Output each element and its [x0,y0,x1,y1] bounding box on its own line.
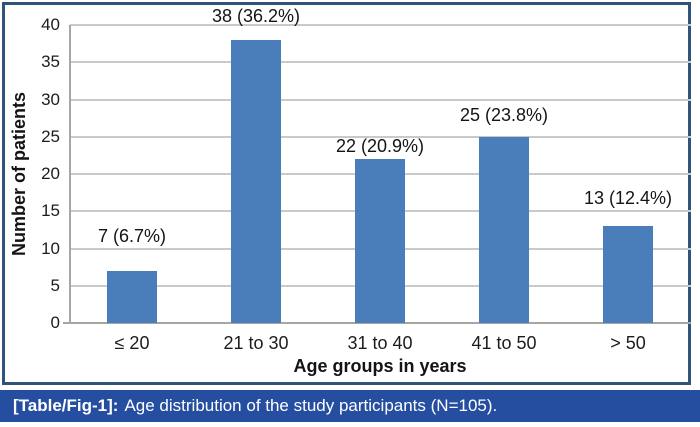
y-tick-label: 0 [50,313,60,332]
bar [355,159,405,323]
gridline [70,24,691,26]
x-axis-line [63,322,691,324]
bar [603,226,653,323]
category-label: > 50 [610,333,646,353]
bar-value-label: 25 (23.8%) [459,105,549,125]
bar-value-label: 38 (36.2%) [211,6,301,26]
y-tick-label: 30 [41,89,60,109]
gridline [70,61,691,64]
caption-label: [Table/Fig-1]: [13,396,119,415]
bar-value-label: 22 (20.9%) [335,136,425,156]
y-tick-label: 15 [41,201,60,221]
category-label: ≤ 20 [114,333,150,353]
caption-text: Age distribution of the study participan… [124,396,498,415]
category-label: 21 to 30 [223,333,289,353]
y-axis-line [69,25,71,323]
bar [479,137,529,323]
y-tick-label: 25 [41,126,60,146]
category-label: 41 to 50 [471,333,537,353]
y-tick-label: 40 [41,15,60,34]
x-axis-title: Age groups in years [293,356,467,376]
gridline [70,98,691,101]
bar-value-label: 7 (6.7%) [97,226,167,246]
bar-value-label: 13 (12.4%) [583,188,673,208]
category-label: 31 to 40 [347,333,413,353]
y-tick-label: 5 [50,275,60,295]
y-tick-label: 20 [41,164,60,183]
y-tick-label: 10 [41,238,60,258]
y-tick-label: 35 [41,52,60,72]
gridline [70,135,691,138]
bar [107,271,157,323]
figure-caption: [Table/Fig-1]: Age distribution of the s… [0,390,700,422]
bar [231,40,281,323]
y-axis-title: Number of patients [9,92,29,257]
